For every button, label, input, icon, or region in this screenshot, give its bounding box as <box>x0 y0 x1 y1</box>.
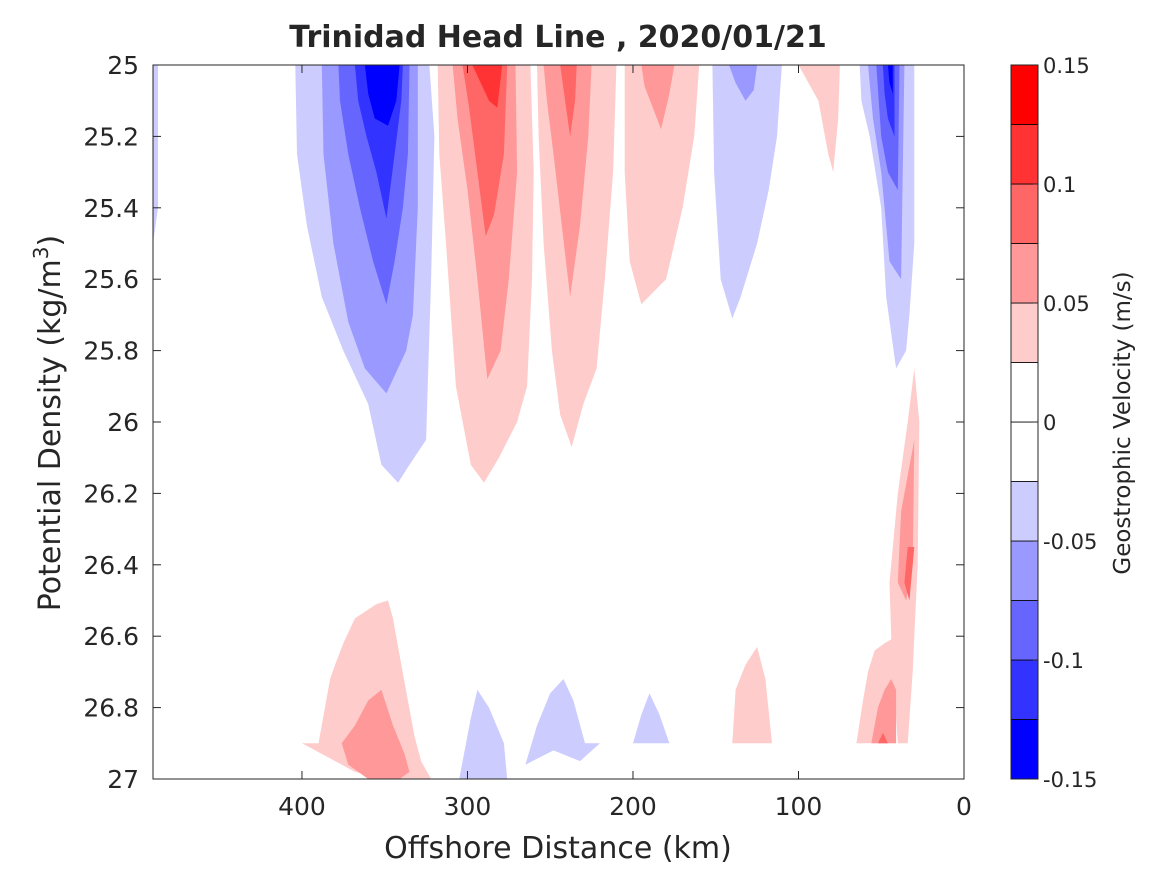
colorbar-band <box>1010 421 1039 482</box>
y-axis-label-superscript: 3 <box>29 246 53 259</box>
colorbar-band <box>1010 64 1039 125</box>
y-tick-label: 25.6 <box>83 265 139 294</box>
y-tick-label: 26 <box>107 408 139 437</box>
y-tick-label: 25 <box>107 51 139 80</box>
colorbar-band <box>1010 124 1039 185</box>
contour-region-pos-34 <box>877 732 888 744</box>
y-axis-label-main: Potential Density (kg/m <box>33 259 68 611</box>
contour-region-neg-16 <box>729 65 758 101</box>
contour-region-pos-11 <box>543 65 592 297</box>
colorbar-tick-label: 0.15 <box>1043 54 1090 78</box>
contour-region-pos-8 <box>462 65 508 237</box>
colorbar-tick-label: -0.05 <box>1043 530 1097 554</box>
contour-region-pos-12 <box>560 65 577 137</box>
colorbar-tick-label: 0.1 <box>1043 173 1076 197</box>
colorbar-band <box>1010 659 1039 720</box>
y-tick-label: 27 <box>107 765 139 794</box>
colorbar-band <box>1010 362 1039 423</box>
x-tick-label: 300 <box>444 792 492 821</box>
x-tick-label: 100 <box>775 792 823 821</box>
contour-region-neg-22 <box>887 65 893 94</box>
contour-region-pos-17 <box>798 65 840 173</box>
contour-region-pos-13 <box>624 65 700 305</box>
colorbar-tick-label: 0 <box>1043 411 1056 435</box>
colorbar-band <box>1010 481 1039 542</box>
chart-title: Trinidad Head Line , 2020/01/21 <box>289 20 826 55</box>
y-tick-label: 25.2 <box>83 122 139 151</box>
y-tick-label: 25.4 <box>83 194 139 223</box>
y-tick-label: 26.2 <box>83 479 139 508</box>
y-tick-label: 26.4 <box>83 551 139 580</box>
x-axis-label: Offshore Distance (km) <box>384 831 732 866</box>
y-axis-label-close: ) <box>33 235 68 247</box>
contour-region-neg-28 <box>459 689 508 779</box>
contour-region-neg-30 <box>633 693 670 744</box>
x-tick-label: 0 <box>956 792 972 821</box>
colorbar-band <box>1010 540 1039 601</box>
y-tick-label: 26.8 <box>83 694 139 723</box>
contour-region-pos-31 <box>732 646 772 744</box>
contour-region-neg-29 <box>525 679 600 765</box>
y-tick-label: 25.8 <box>83 337 139 366</box>
y-axis-label: Potential Density (kg/m3) <box>29 235 68 611</box>
x-tick-label: 400 <box>278 792 326 821</box>
colorbar-band <box>1010 600 1039 661</box>
colorbar: -0.15 -0.1 -0.05 0 0.05 0.1 0.15 <box>1010 54 1097 792</box>
contour-region-pos-33 <box>871 679 897 744</box>
contour-layer <box>153 65 920 779</box>
colorbar-tick-label: -0.1 <box>1043 649 1084 673</box>
x-axis: 400 300 200 100 0 <box>278 65 972 821</box>
y-axis: 25 25.2 25.4 25.6 25.8 26 26.2 26.4 26.6 26.8 27 <box>83 51 964 794</box>
colorbar-tick-label: 0.05 <box>1043 292 1090 316</box>
contour-region-pos-26 <box>302 600 432 779</box>
colorbar-band <box>1010 719 1039 780</box>
y-tick-label: 26.6 <box>83 622 139 651</box>
contour-region-pos-27 <box>341 689 410 779</box>
colorbar-band <box>1010 302 1039 363</box>
contour-region-pos-9 <box>472 65 503 108</box>
colorbar-band <box>1010 243 1039 304</box>
colorbar-label: Geostrophic Velocity (m/s) <box>1110 271 1136 574</box>
contour-region-neg-0 <box>153 65 158 244</box>
contour-region-pos-25 <box>904 547 915 601</box>
x-tick-label: 200 <box>609 792 657 821</box>
contour-region-pos-14 <box>641 65 675 130</box>
colorbar-tick-label: -0.15 <box>1043 768 1097 792</box>
contour-region-neg-15 <box>712 65 782 319</box>
contour-region-neg-5 <box>364 65 400 126</box>
colorbar-band <box>1010 183 1039 244</box>
